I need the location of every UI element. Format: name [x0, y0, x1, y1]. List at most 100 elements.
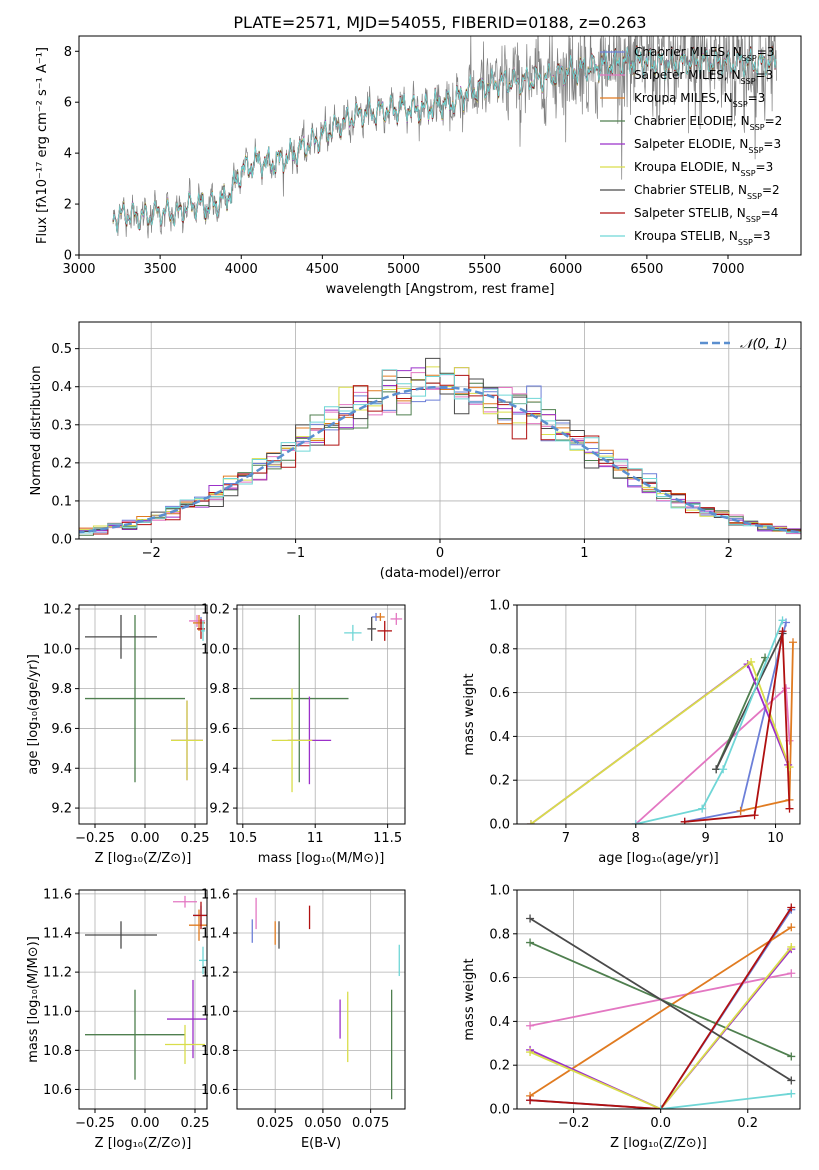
x-tick-label: 8: [632, 831, 640, 846]
x-axis-label: Z [log₁₀(Z/Z⊙)]: [610, 1136, 707, 1151]
errorbar-point: [271, 688, 313, 793]
x-tick-label: 0.00: [131, 1116, 160, 1131]
x-axis-label: Z [log₁₀(Z/Z⊙)]: [95, 1136, 192, 1151]
x-tick-label: 7000: [711, 262, 744, 277]
x-tick-label: 0.0: [650, 1116, 671, 1131]
y-tick-label: 0.4: [489, 730, 510, 745]
errorbar-group: [85, 614, 205, 783]
x-tick-label: −2: [142, 546, 161, 561]
y-tick-label: 10.8: [201, 1044, 230, 1059]
y-tick-label: 11.4: [43, 927, 72, 942]
y-tick-label: 11.0: [43, 1005, 72, 1020]
weight-marker: [719, 765, 728, 774]
weight-marker: [526, 1048, 535, 1057]
errorbar-point: [377, 620, 392, 641]
legend-label: Salpeter ELODIE, NSSP=3: [634, 137, 781, 155]
legend-label: Kroupa MILES, NSSP=3: [634, 91, 765, 109]
legend-label: Salpeter MILES, NSSP=3: [634, 68, 773, 86]
y-tick-label: 9.4: [209, 762, 230, 777]
axes-frame: [78, 35, 802, 256]
weight-marker: [785, 763, 794, 772]
axes-frame: [516, 604, 801, 825]
errorbar-point: [193, 901, 207, 930]
weight-marker: [787, 1076, 796, 1085]
x-tick-label: 6000: [549, 262, 582, 277]
weight-marker: [789, 638, 798, 647]
legend-label: Chabrier STELIB, NSSP=2: [634, 183, 780, 201]
panel-massweight-vs-Z: −0.2 0.0 0.2 0.0 0.2 0.4 0.6 0.8 1.0 Z [log₁₀(Z/Z…: [462, 884, 801, 1151]
axes-frame: [236, 604, 406, 825]
weight-marker: [736, 806, 745, 815]
y-tick-label: 0.2: [51, 456, 72, 471]
spectrum-model-line: [112, 47, 777, 233]
x-axis-label: E(B-V): [301, 1136, 341, 1151]
axes-frame: [516, 889, 801, 1110]
y-tick-label: 11.2: [201, 966, 230, 981]
weight-marker: [712, 765, 721, 774]
weight-line: [684, 631, 791, 823]
weight-marker: [656, 1105, 665, 1109]
x-tick-label: −0.2: [558, 1116, 590, 1131]
y-tick-label: 9.8: [51, 682, 72, 697]
x-tick-label: 0: [436, 546, 444, 561]
weight-marker: [787, 1089, 796, 1098]
x-tick-label: 2: [725, 546, 733, 561]
y-tick-label: 4: [64, 147, 72, 162]
panel-age-vs-Z: −0.25 0.00 0.25 9.2 9.4 9.6 9.8 10.0 10.2 Z [log₁…: [26, 602, 209, 866]
y-axis-label: Normed distribution: [29, 366, 44, 496]
y-tick-label: 0.2: [489, 774, 510, 789]
weight-line: [660, 1092, 792, 1109]
x-tick-label: 11: [307, 831, 324, 846]
y-tick-label: 9.6: [209, 722, 230, 737]
x-tick-label: 10: [767, 831, 784, 846]
weight-marker: [785, 804, 794, 813]
errorbar-point: [85, 614, 185, 783]
y-tick-label: 1.0: [489, 884, 510, 899]
x-tick-label: 0.050: [304, 1116, 341, 1131]
y-tick-label: 9.4: [51, 762, 72, 777]
weight-marker: [778, 627, 787, 636]
legend-label: Kroupa ELODIE, NSSP=3: [634, 160, 773, 178]
weight-marker: [787, 942, 796, 951]
y-tick-label: 2: [64, 198, 72, 213]
weight-line: [530, 907, 793, 1109]
x-tick-label: 3000: [62, 262, 95, 277]
weight-line: [529, 948, 792, 1109]
y-tick-label: 8: [64, 45, 72, 60]
y-axis-label: mass weight: [462, 673, 477, 755]
x-tick-label: 0.025: [257, 1116, 294, 1131]
y-axis-label: mass [log₁₀(M/M⊙)]: [26, 936, 41, 1063]
x-axis-label: age [log₁₀(age/yr)]: [598, 851, 719, 866]
errorbar-point: [376, 612, 385, 621]
x-tick-label: 5000: [387, 262, 420, 277]
x-tick-label: 0.075: [352, 1116, 389, 1131]
legend-label: Kroupa STELIB, NSSP=3: [634, 229, 771, 247]
x-tick-label: 3500: [144, 262, 177, 277]
weight-marker: [787, 1052, 796, 1061]
weight-marker: [526, 938, 535, 947]
y-tick-label: 0.0: [489, 818, 510, 833]
y-tick-label: 11.0: [201, 1005, 230, 1020]
legend-entry: Chabrier MILES, NSSP=3: [600, 45, 774, 63]
x-axis-label: wavelength [Angstrom, rest frame]: [326, 282, 555, 297]
y-tick-label: 0.5: [51, 342, 72, 357]
y-axis-label: age [log₁₀(age/yr)]: [26, 654, 41, 775]
y-tick-label: 10.2: [43, 602, 72, 617]
y-tick-label: 6: [64, 96, 72, 111]
y-tick-label: 0.0: [51, 533, 72, 548]
x-axis-label: (data-model)/error: [380, 566, 501, 581]
y-tick-label: 11.4: [201, 927, 230, 942]
legend-entry: Salpeter STELIB, NSSP=4: [600, 206, 778, 224]
weight-line: [530, 662, 789, 824]
weight-line: [529, 946, 793, 1109]
legend-entry: Chabrier ELODIE, NSSP=2: [600, 114, 782, 132]
y-tick-label: 1.0: [489, 599, 510, 614]
y-tick-label: 0.8: [489, 642, 510, 657]
x-tick-label: 0.25: [181, 831, 210, 846]
y-tick-label: 0: [64, 249, 72, 264]
y-tick-label: 0.2: [489, 1059, 510, 1074]
y-tick-label: 11.6: [43, 887, 72, 902]
x-tick-label: 10.5: [228, 831, 257, 846]
errorbar-point: [250, 614, 349, 783]
